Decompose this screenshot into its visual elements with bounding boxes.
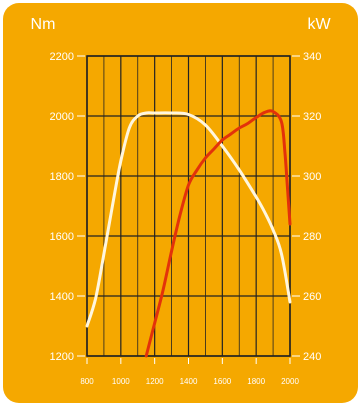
left-axis-ticks: 1200 1400 1600 1800 2000 2200 [50, 51, 85, 363]
x-tick-label: 1000 [112, 377, 130, 386]
left-tick-label: 1200 [50, 351, 74, 363]
chart-background [3, 3, 358, 403]
power-curve-line [144, 109, 292, 358]
right-tick-label: 300 [303, 171, 321, 183]
right-axis-unit: kW [307, 16, 331, 33]
right-tick-label: 320 [303, 111, 321, 123]
torque-curve-line [85, 111, 292, 328]
x-tick-label: 1600 [213, 377, 231, 386]
right-tick-label: 260 [303, 291, 321, 303]
x-tick-label: 1400 [180, 377, 198, 386]
chart-card: Nm kW 1200 1400 1600 1800 2000 2200 240 260 280… [3, 3, 358, 403]
right-tick-label: 240 [303, 351, 321, 363]
x-tick-label: 800 [80, 377, 94, 386]
right-tick-label: 340 [303, 51, 321, 63]
x-axis-ticks: 800 1000 1200 1400 1600 1800 2000 [80, 358, 299, 386]
right-tick-label: 280 [303, 231, 321, 243]
right-axis-ticks: 240 260 280 300 320 340 [292, 51, 321, 363]
torque-power-chart: Nm kW 1200 1400 1600 1800 2000 2200 240 260 280… [3, 3, 358, 403]
plot-curves [85, 109, 292, 358]
left-axis-unit: Nm [31, 16, 56, 33]
x-tick-label: 1200 [146, 377, 164, 386]
left-tick-label: 2200 [50, 51, 74, 63]
left-tick-label: 1600 [50, 231, 74, 243]
left-tick-label: 1800 [50, 171, 74, 183]
left-tick-label: 2000 [50, 111, 74, 123]
x-tick-label: 1800 [247, 377, 265, 386]
x-tick-label: 2000 [281, 377, 299, 386]
left-tick-label: 1400 [50, 291, 74, 303]
